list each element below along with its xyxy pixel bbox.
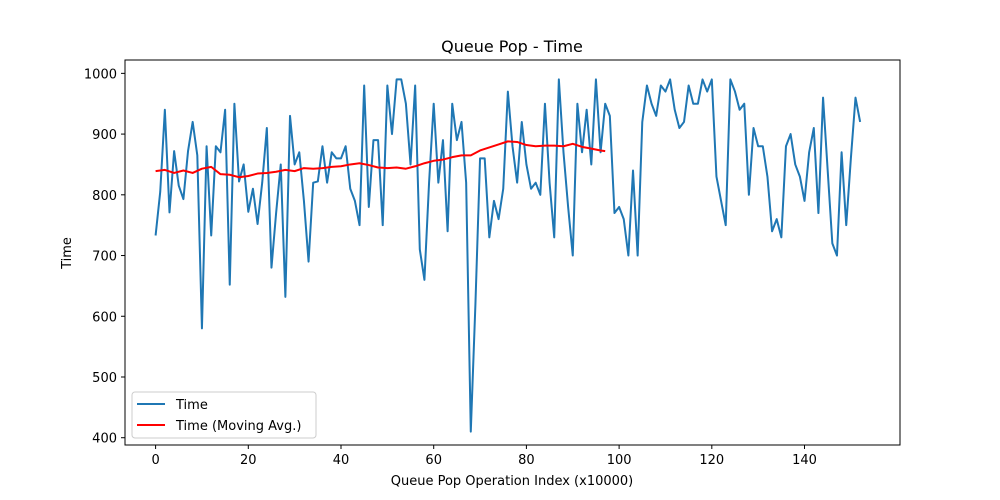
x-tick-label: 140 bbox=[792, 453, 817, 468]
legend-label-time: Time bbox=[175, 398, 208, 413]
y-axis-label: Time bbox=[60, 237, 75, 270]
plot-area bbox=[154, 78, 862, 433]
x-axis-ticks: 0 20 40 60 80 100 120 140 bbox=[151, 445, 817, 468]
legend-label-moving-avg: Time (Moving Avg.) bbox=[175, 419, 301, 434]
y-tick-label: 600 bbox=[92, 310, 117, 325]
x-axis-label: Queue Pop Operation Index (x10000) bbox=[391, 474, 634, 489]
y-tick-label: 700 bbox=[92, 250, 117, 265]
x-tick-label: 100 bbox=[607, 453, 632, 468]
legend: Time Time (Moving Avg.) bbox=[131, 391, 317, 439]
x-tick-label: 120 bbox=[699, 453, 724, 468]
y-tick-label: 1000 bbox=[84, 67, 117, 82]
chart-title: Queue Pop - Time bbox=[441, 37, 583, 56]
y-tick-label: 500 bbox=[92, 371, 117, 386]
x-tick-label: 60 bbox=[425, 453, 442, 468]
y-tick-label: 800 bbox=[92, 189, 117, 204]
plot-frame bbox=[124, 59, 901, 446]
series-line-moving-avg bbox=[155, 140, 606, 179]
x-tick-label: 0 bbox=[151, 453, 159, 468]
y-tick-label: 900 bbox=[92, 128, 117, 143]
x-tick-label: 20 bbox=[240, 453, 257, 468]
x-tick-label: 40 bbox=[333, 453, 350, 468]
x-tick-label: 80 bbox=[518, 453, 535, 468]
y-tick-label: 400 bbox=[92, 432, 117, 447]
legend-box bbox=[131, 391, 317, 439]
y-axis-ticks: 400 500 600 700 800 900 1000 bbox=[84, 67, 125, 447]
series-line-time bbox=[154, 78, 862, 433]
